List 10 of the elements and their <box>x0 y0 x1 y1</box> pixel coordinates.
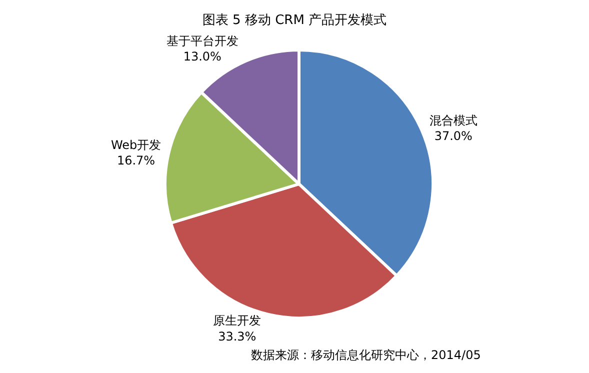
source-note: 数据来源：移动信息化研究中心，2014/05 <box>251 348 481 362</box>
data-label: 33.3% <box>218 329 256 344</box>
data-label: 37.0% <box>434 129 472 144</box>
slice-label: 原生开发 <box>213 314 262 328</box>
chart-title: 图表 5 移动 CRM 产品开发模式 <box>202 13 387 28</box>
data-label: 13.0% <box>183 49 222 64</box>
data-label: 16.7% <box>116 154 156 168</box>
slice-label: 混合模式 <box>429 114 478 128</box>
slice-label: Web开发 <box>110 138 162 152</box>
slice-label: 基于平台开发 <box>166 34 238 48</box>
